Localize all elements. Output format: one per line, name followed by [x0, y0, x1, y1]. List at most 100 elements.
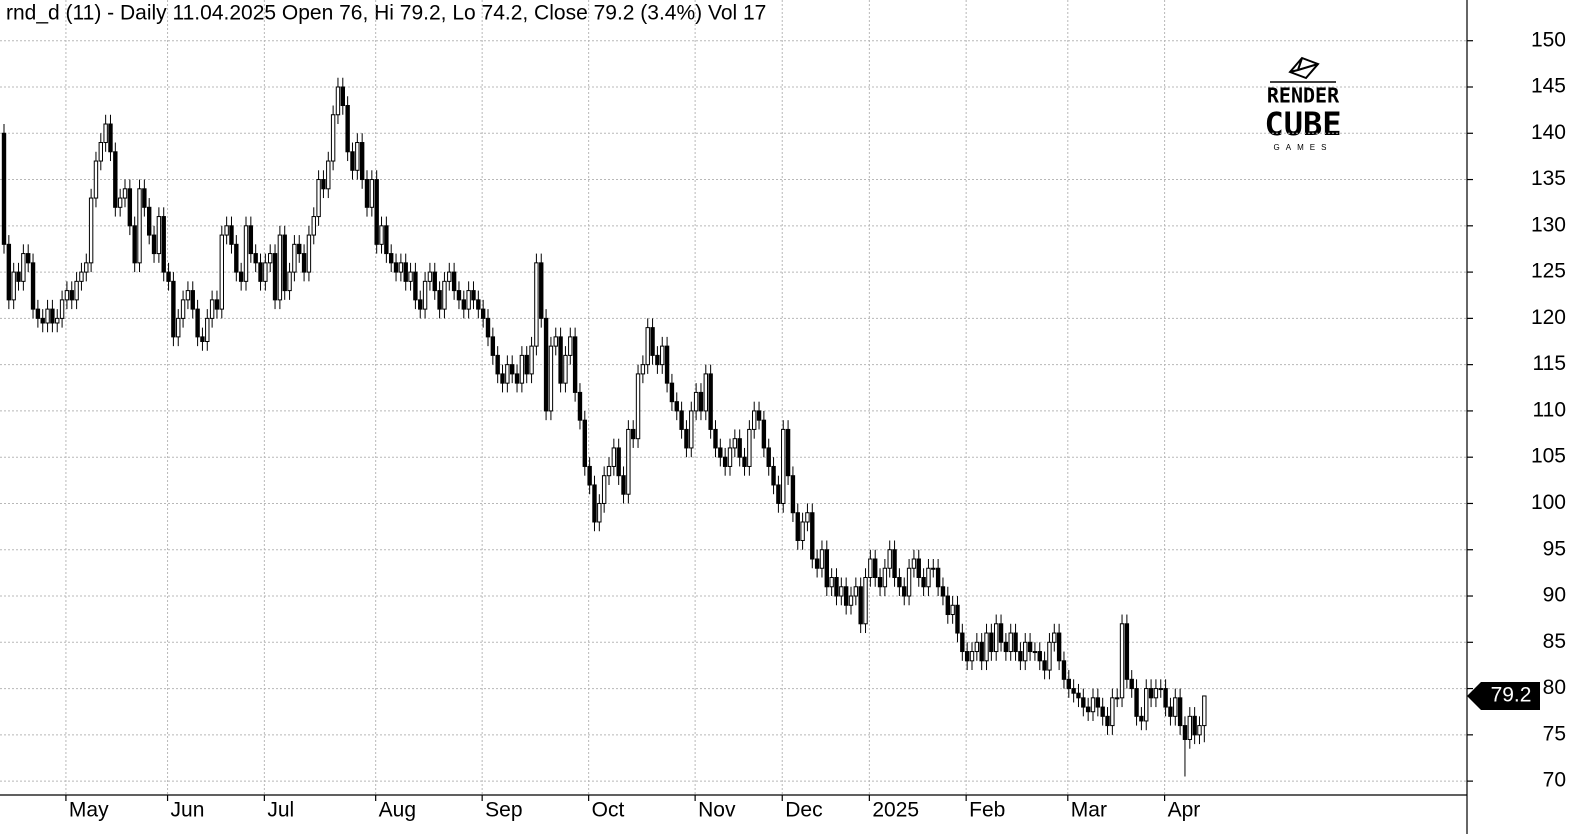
x-tick-label: Dec: [785, 799, 822, 822]
candle-body: [1110, 697, 1115, 727]
candle-body: [510, 364, 515, 375]
candle-body: [432, 271, 437, 292]
candle-body: [355, 142, 360, 171]
candle-body: [1144, 688, 1149, 722]
candle-body: [1037, 651, 1042, 662]
candle-body: [229, 225, 234, 245]
candle-body: [553, 336, 558, 347]
candle-body: [984, 632, 989, 662]
logo-text: GAMES: [1274, 143, 1333, 152]
candle-body: [161, 216, 166, 273]
candle-body: [171, 280, 176, 338]
y-tick-label: 135: [1531, 167, 1566, 190]
candle-body: [384, 225, 389, 255]
candle-body: [601, 475, 607, 504]
candle-body: [534, 262, 539, 347]
candle-body: [166, 271, 171, 282]
candle-body: [26, 253, 31, 264]
candle-body: [761, 419, 767, 449]
candle-body: [185, 290, 191, 301]
candle-body: [88, 197, 94, 264]
candle-body: [882, 567, 888, 588]
logo-text: RENDER: [1267, 84, 1340, 108]
y-tick-label: 85: [1543, 630, 1566, 653]
candle-body: [790, 475, 796, 514]
candle-body: [1085, 706, 1091, 713]
candle-body: [1139, 715, 1144, 722]
x-tick-label: Feb: [969, 799, 1005, 822]
candle-body: [505, 364, 510, 384]
candle-body: [843, 586, 849, 606]
y-tick-label: 130: [1531, 213, 1566, 236]
candle-body: [810, 512, 815, 560]
candle-body: [132, 225, 137, 264]
candle-body: [989, 632, 994, 653]
candle-body: [456, 290, 462, 301]
candle-body: [301, 253, 307, 273]
candle-body: [50, 308, 55, 324]
candle-body: [209, 299, 215, 319]
candle-body: [422, 280, 428, 310]
candle-body: [558, 336, 563, 384]
candle-body: [514, 373, 520, 384]
candle-body: [577, 391, 583, 421]
candle-body: [873, 558, 878, 579]
y-tick-label: 75: [1543, 722, 1566, 745]
candle-body: [926, 567, 931, 588]
candle-body: [572, 336, 578, 393]
chart-title: rnd_d (11) - Daily 11.04.2025 Open 76, H…: [6, 2, 766, 25]
candle-body: [1008, 632, 1013, 653]
candle-body: [597, 502, 602, 523]
candle-body: [311, 216, 316, 236]
candle-body: [147, 206, 152, 236]
candle-body: [539, 262, 544, 319]
candle-body: [413, 271, 418, 301]
candle-body: [727, 447, 733, 467]
candle-body: [427, 271, 433, 282]
candle-body: [340, 86, 346, 107]
last-price-tag: [1467, 681, 1540, 710]
candle-body: [732, 438, 738, 449]
candle-body: [103, 123, 108, 144]
candle-body: [151, 234, 157, 255]
candle-body: [16, 271, 21, 282]
candle-body: [11, 271, 16, 301]
candle-body: [969, 651, 975, 662]
candle-body: [689, 410, 694, 449]
candle-body: [69, 290, 74, 301]
candle-body: [679, 410, 684, 430]
candle-body: [994, 623, 999, 653]
candle-body: [592, 484, 597, 523]
candle-body: [59, 299, 65, 319]
candle-body: [635, 373, 641, 440]
candle-body: [1095, 697, 1101, 708]
candle-body: [21, 253, 26, 282]
candle-body: [330, 114, 336, 162]
candle-body: [156, 216, 162, 255]
candle-body: [379, 225, 384, 245]
candle-body: [1056, 632, 1062, 662]
candle-body: [224, 225, 229, 236]
candle-body: [6, 243, 12, 301]
candle-body: [781, 428, 786, 504]
candle-body: [1182, 725, 1188, 740]
candle-body: [40, 317, 45, 324]
candle-body: [393, 262, 399, 273]
candle-body: [93, 160, 99, 199]
candle-body: [819, 549, 825, 569]
y-tick-label: 105: [1531, 445, 1566, 468]
candle-body: [1061, 660, 1067, 680]
candle-body: [921, 577, 926, 588]
candle-body: [785, 428, 791, 477]
candle-body: [84, 262, 89, 273]
candle-body: [1163, 688, 1168, 708]
candle-body: [200, 336, 205, 343]
candle-body: [940, 586, 946, 597]
candle-body: [906, 567, 912, 597]
candle-body: [268, 253, 273, 264]
candle-body: [359, 142, 365, 181]
candle-body: [272, 253, 278, 301]
candle-body: [277, 234, 283, 301]
candle-body: [1187, 715, 1192, 740]
candle-body: [471, 290, 476, 301]
